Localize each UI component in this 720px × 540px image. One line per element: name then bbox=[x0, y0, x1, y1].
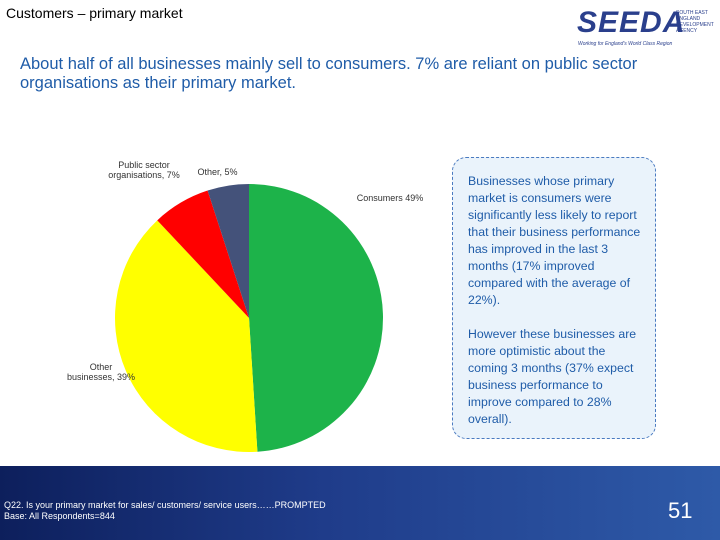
slice-category: Other, bbox=[197, 167, 222, 177]
logo-tagline: Working for England's World Class Region bbox=[578, 41, 673, 47]
logo-agency: SOUTH EAST ENGLAND DEVELOPMENT AGENCY bbox=[676, 10, 714, 34]
pie-slice bbox=[114, 220, 258, 453]
slice-label: Public sector organisations, 7% bbox=[108, 160, 180, 180]
slice-value-label: 7% bbox=[166, 170, 180, 180]
slice-value-label: 49% bbox=[405, 193, 424, 203]
slice-label: Other businesses, 39% bbox=[66, 362, 136, 382]
logo-name: SEEDA bbox=[577, 6, 686, 39]
slice-category: Consumers bbox=[356, 193, 403, 203]
callout: Businesses whose primary market is consu… bbox=[452, 157, 656, 439]
slice-label: Consumers 49% bbox=[355, 193, 425, 203]
footer-band bbox=[0, 466, 720, 540]
pie-slice bbox=[249, 184, 383, 452]
pie-slice bbox=[157, 190, 249, 318]
slice-category: Public sector organisations, bbox=[108, 160, 170, 180]
callout-text: However these businesses are more optimi… bbox=[468, 327, 637, 426]
callout-text: Businesses whose primary market is consu… bbox=[468, 174, 641, 307]
footnote: Q22. Is your primary market for sales/ c… bbox=[4, 500, 326, 522]
slice-value-label: 5% bbox=[224, 167, 238, 177]
page-number: 51 bbox=[668, 498, 693, 523]
slice-label: Other, 5% bbox=[190, 167, 245, 177]
slice-category: Other businesses, bbox=[66, 362, 115, 382]
subtitle: About half of all businesses mainly sell… bbox=[20, 55, 638, 92]
slide-title: Customers – primary market bbox=[6, 5, 183, 21]
pie-slice bbox=[207, 184, 249, 318]
footnote-line: Q22. Is your primary market for sales/ c… bbox=[4, 500, 326, 510]
footnote-line: Base: All Respondents=844 bbox=[4, 511, 115, 521]
slice-value-label: 39% bbox=[117, 372, 136, 382]
